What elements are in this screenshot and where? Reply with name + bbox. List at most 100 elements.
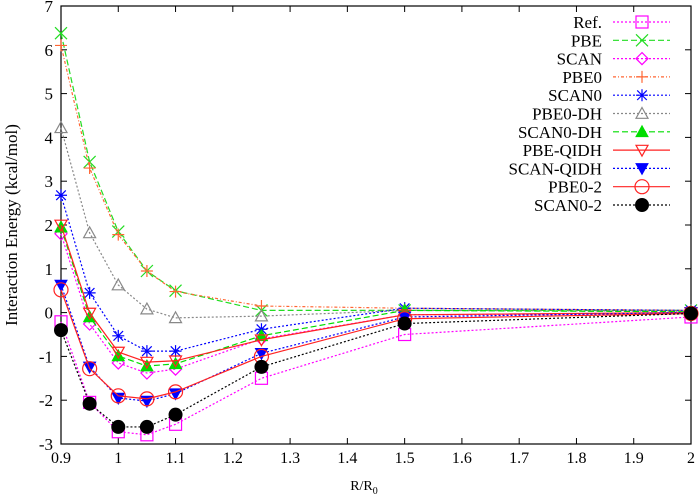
diamond-marker [635, 51, 649, 66]
legend-label: SCAN0 [548, 86, 602, 105]
x-tick-label: 1.2 [223, 450, 243, 467]
x-marker [83, 155, 97, 169]
circle-marker [684, 306, 698, 321]
legend: Ref.PBESCANPBE0SCAN0PBE0-DHSCAN0-DHPBE-Q… [509, 13, 670, 215]
circle-marker [82, 396, 97, 411]
triangle-marker [168, 356, 183, 370]
circle-marker [139, 419, 154, 434]
y-tick-label: 1 [45, 260, 54, 279]
series-scan0-dh [54, 220, 698, 372]
plus-marker [83, 162, 96, 175]
legend-entry: PBE-QIDH [523, 141, 670, 160]
down-triangle-marker [168, 388, 183, 401]
x-tick-label: 2 [687, 450, 695, 467]
down-triangle-marker [82, 307, 97, 321]
y-tick-label: 2 [45, 216, 54, 235]
circle-marker [111, 419, 126, 434]
asterisk-marker [112, 329, 125, 342]
series-line [60, 224, 692, 363]
series-line [60, 127, 692, 319]
series-line [60, 33, 691, 312]
down-triangle-marker [53, 219, 69, 233]
legend-label: PBE0-2 [548, 178, 602, 197]
series-scan-qidh [54, 279, 698, 409]
plus-marker [169, 285, 182, 298]
series-line [60, 45, 692, 312]
circle-marker [110, 388, 126, 404]
square-marker [635, 15, 649, 29]
circle-marker [82, 361, 98, 377]
plus-marker [112, 228, 125, 241]
x-tick-label: 1.1 [166, 450, 186, 467]
series-line [60, 312, 692, 428]
series-pbe0-2 [53, 282, 699, 407]
series-ref- [54, 310, 698, 442]
down-triangle-marker [254, 348, 269, 361]
series-line [60, 284, 692, 402]
asterisk-marker [83, 286, 96, 299]
circle-marker [53, 282, 69, 298]
asterisk-marker [169, 345, 182, 358]
legend-label: Ref. [573, 13, 602, 32]
series-lines [53, 26, 699, 442]
triangle-marker [139, 301, 154, 315]
x-tick-label: 1.5 [395, 450, 415, 467]
y-tick-label: 5 [45, 85, 54, 104]
circle-marker [634, 179, 650, 195]
square-marker [254, 371, 269, 385]
asterisk-marker [55, 189, 67, 202]
y-tick-label: -2 [39, 391, 53, 410]
y-tick-label: -3 [39, 435, 53, 454]
down-triangle-marker [54, 279, 68, 293]
triangle-marker [168, 310, 183, 324]
legend-label: PBE0-DH [532, 105, 602, 124]
down-triangle-marker [139, 356, 154, 370]
x-axis-label: R/R0 [350, 479, 378, 497]
down-triangle-marker [635, 163, 649, 176]
circle-marker [397, 316, 412, 331]
legend-entry: SCAN0-2 [534, 196, 670, 215]
axes: 0.9 1 1.1 1.2 1.3 1.4 1.5 1.6 1.7 1.8 1.9 2 -3 -2 -1 0 1… [39, 0, 695, 467]
y-tick-label: 0 [45, 304, 54, 323]
legend-label: SCAN0-DH [518, 123, 602, 142]
legend-entry: PBE [571, 31, 670, 50]
legend-label: PBE0 [562, 68, 602, 87]
x-tick-label: 1.6 [452, 450, 472, 467]
asterisk-marker [140, 345, 153, 358]
x-tick-label: 1.3 [280, 450, 300, 467]
down-triangle-marker [111, 346, 126, 360]
x-tick-label: 1.8 [566, 450, 586, 467]
legend-label: SCAN0-2 [534, 196, 602, 215]
x-tick-label: 1.9 [624, 450, 644, 467]
legend-label: PBE-QIDH [523, 141, 602, 160]
x-axis-label-subscript: 0 [373, 486, 378, 497]
legend-label: SCAN [557, 50, 602, 69]
y-tick-label: 6 [45, 41, 54, 60]
x-marker [54, 26, 68, 40]
triangle-marker [53, 120, 69, 134]
triangle-marker [111, 277, 126, 291]
y-axis-label: Interaction Energy (kcal/mol) [2, 124, 21, 326]
circle-marker [168, 407, 183, 422]
down-triangle-marker [634, 144, 650, 158]
triangle-marker [635, 124, 649, 138]
down-triangle-marker [254, 334, 269, 347]
series-line [60, 316, 692, 436]
x-tick-label: 1.4 [337, 450, 357, 467]
triangle-marker [111, 348, 126, 362]
legend-entry: SCAN0-DH [518, 123, 670, 142]
legend-entry: SCAN [557, 50, 670, 69]
legend-entry: PBE0-2 [548, 178, 670, 197]
legend-label: PBE [571, 31, 602, 50]
series-line [60, 233, 692, 374]
x-marker [635, 33, 649, 47]
legend-label: SCAN-QIDH [509, 159, 603, 178]
y-tick-label: 7 [45, 0, 54, 16]
y-tick-label: -1 [39, 347, 53, 366]
plus-marker [140, 264, 153, 277]
triangle-marker [140, 359, 154, 372]
circle-marker [635, 198, 649, 212]
plus-marker [636, 70, 648, 83]
x-tick-label: 1.7 [509, 450, 529, 467]
circle-marker [54, 323, 68, 338]
